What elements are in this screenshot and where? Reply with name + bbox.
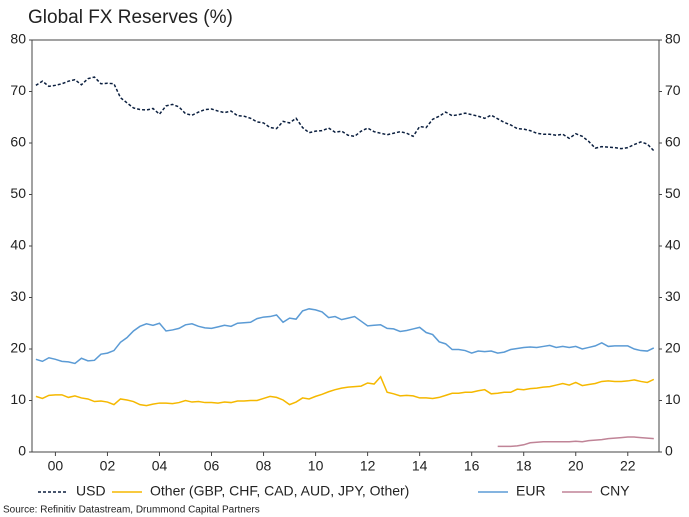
x-tick-label: 00: [48, 458, 64, 474]
y2-tick-label: 20: [665, 340, 681, 356]
y-tick-label: 20: [10, 340, 26, 356]
y2-tick-label: 40: [665, 237, 681, 253]
y2-tick-label: 50: [665, 185, 681, 201]
y2-tick-label: 60: [665, 134, 681, 150]
y-tick-label: 30: [10, 288, 26, 304]
x-tick-label: 08: [256, 458, 272, 474]
y2-tick-label: 70: [665, 82, 681, 98]
x-tick-label: 10: [308, 458, 324, 474]
source-note: Source: Refinitiv Datastream, Drummond C…: [3, 505, 260, 516]
y-tick-label: 0: [18, 443, 26, 459]
y-tick-label: 60: [10, 134, 26, 150]
x-tick-label: 14: [412, 458, 428, 474]
series-line: [35, 375, 655, 407]
y2-tick-label: 30: [665, 288, 681, 304]
series-line: [35, 308, 655, 365]
legend-label: Other (GBP, CHF, CAD, AUD, JPY, Other): [150, 483, 409, 499]
legend-label: USD: [76, 483, 106, 499]
series-line: [497, 436, 654, 448]
x-tick-label: 20: [568, 458, 584, 474]
y2-tick-label: 0: [665, 443, 673, 459]
x-tick-label: 04: [152, 458, 168, 474]
chart-title: Global FX Reserves (%): [28, 7, 233, 28]
x-tick-label: 06: [204, 458, 220, 474]
y2-tick-label: 10: [665, 391, 681, 407]
legend-label: CNY: [600, 483, 630, 499]
x-tick-label: 02: [100, 458, 116, 474]
legend-label: EUR: [516, 483, 546, 499]
x-tick-label: 12: [360, 458, 376, 474]
x-tick-label: 22: [620, 458, 636, 474]
y-tick-label: 40: [10, 237, 26, 253]
y-tick-label: 70: [10, 82, 26, 98]
x-tick-label: 18: [516, 458, 532, 474]
y-tick-label: 10: [10, 391, 26, 407]
y2-tick-label: 80: [665, 31, 681, 47]
y-tick-label: 50: [10, 185, 26, 201]
y-tick-label: 80: [10, 31, 26, 47]
series-line: [35, 76, 655, 152]
x-tick-label: 16: [464, 458, 480, 474]
